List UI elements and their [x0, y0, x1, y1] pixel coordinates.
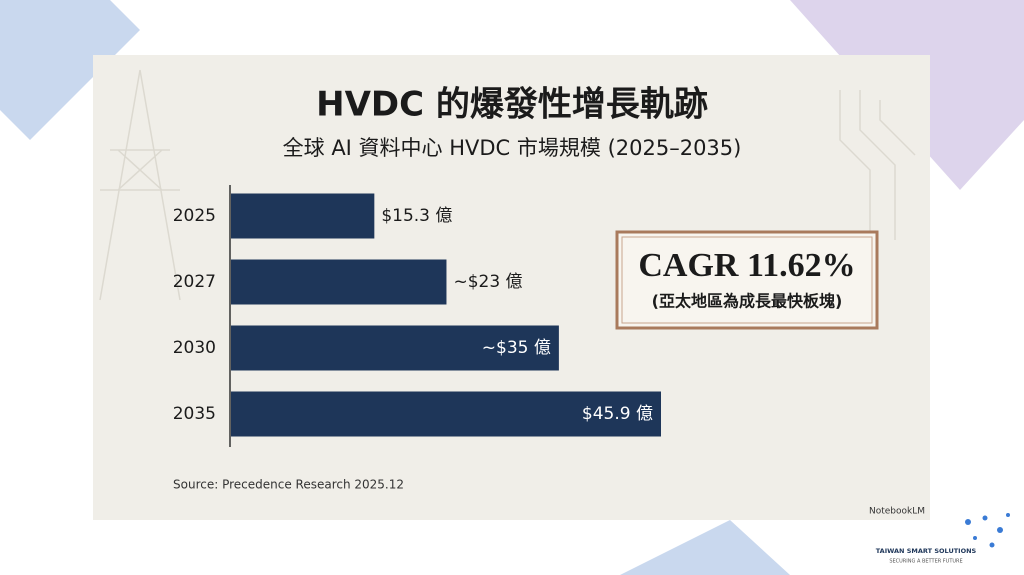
watermark: NotebookLM — [869, 507, 925, 517]
source: Source: Precedence Research 2025.12 — [173, 478, 404, 492]
chart-subtitle: 全球 AI 資料中心 HVDC 市場規模 (2025–2035) — [283, 136, 742, 160]
annotation-note: (亞太地區為成長最快板塊) — [652, 292, 843, 311]
logo-mark — [965, 513, 1010, 548]
annotation-title: CAGR 11.62% — [638, 247, 855, 284]
decor-pylon — [99, 69, 916, 301]
bar — [231, 391, 661, 437]
bar — [231, 325, 559, 371]
decor-shape — [0, 0, 140, 140]
value-label: ~$35 億 — [482, 338, 551, 358]
bar — [231, 193, 375, 239]
y-tick-label: 2025 — [173, 206, 216, 226]
annotation-box-inner — [621, 236, 873, 324]
value-label: $15.3 億 — [381, 206, 452, 226]
bar — [231, 259, 447, 305]
y-tick-label: 2027 — [173, 272, 216, 292]
logo-name: TAIWAN SMART SOLUTIONS — [876, 547, 977, 555]
y-tick-label: 2035 — [173, 404, 216, 424]
value-label: ~$23 億 — [453, 272, 522, 292]
annotation-box — [615, 230, 879, 330]
logo-tagline: SECURING A BETTER FUTURE — [889, 559, 962, 565]
y-tick-label: 2030 — [173, 338, 216, 358]
value-label: $45.9 億 — [582, 404, 653, 424]
chart-title: HVDC 的爆發性增長軌跡 — [316, 85, 708, 125]
decor-shape — [620, 520, 790, 575]
